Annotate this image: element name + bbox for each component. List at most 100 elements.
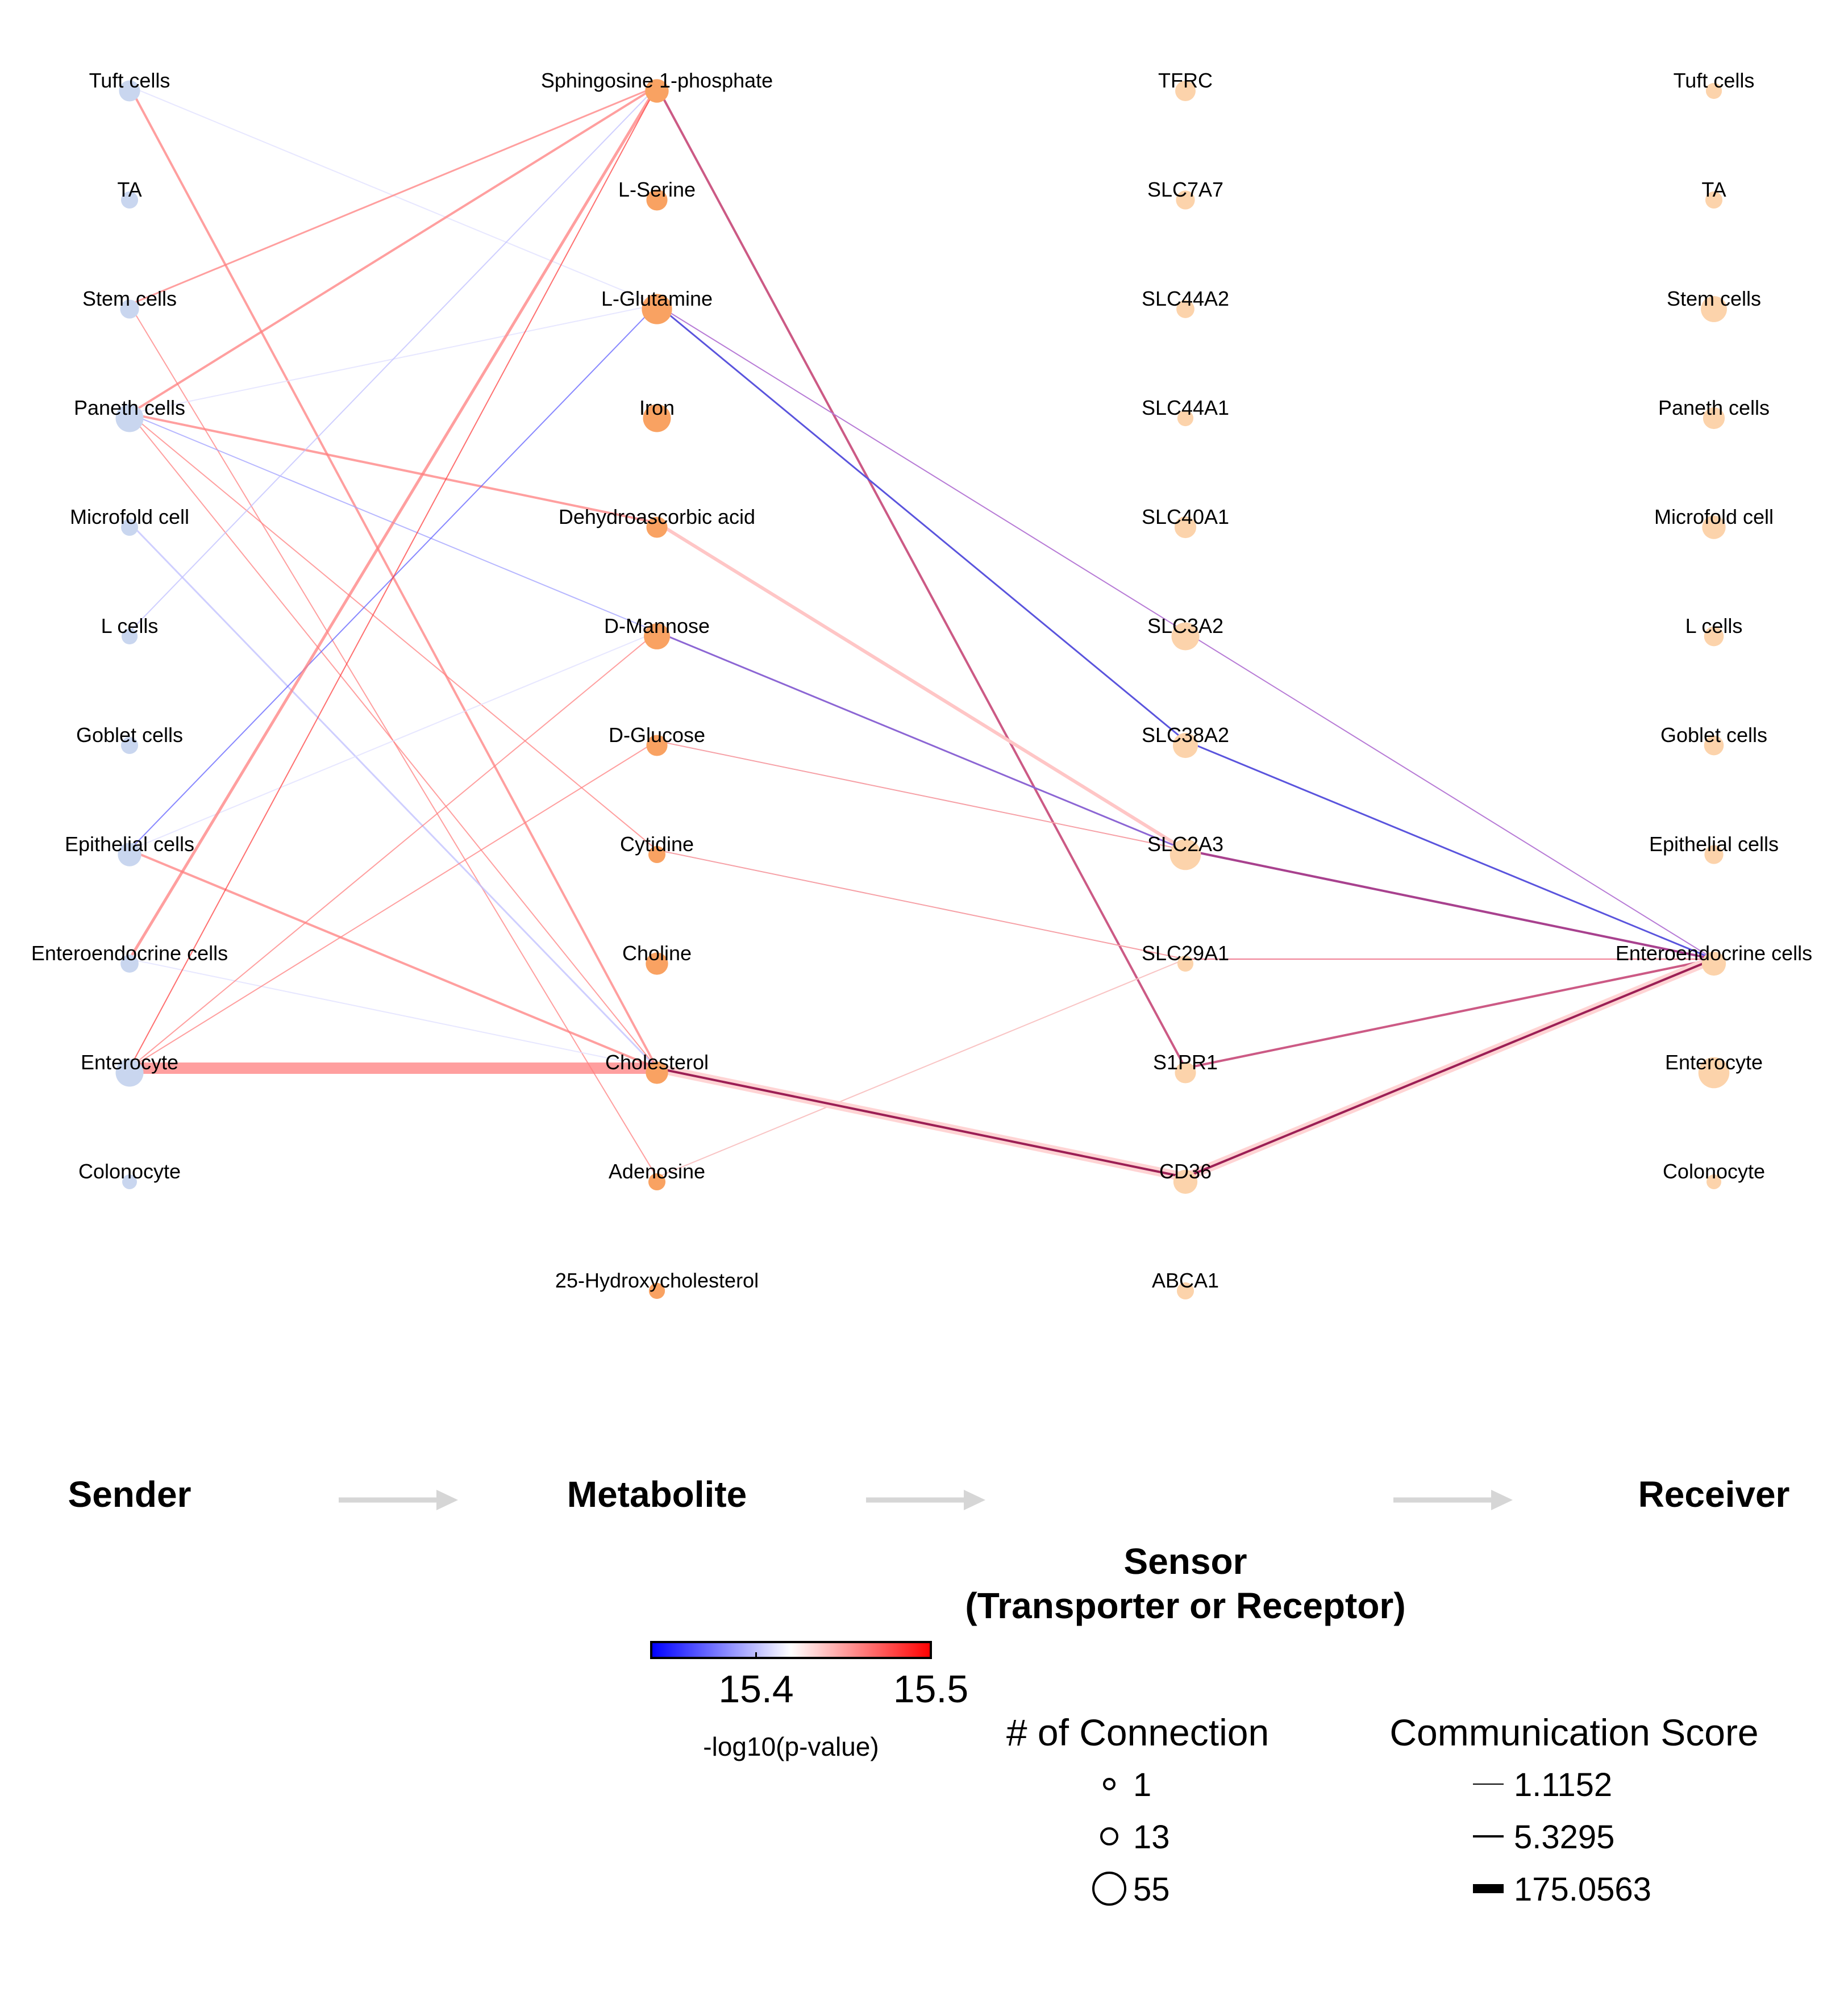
sensor-label-tfrc: TFRC: [1158, 69, 1213, 92]
link-enteroendocrine-cells-to-sphingosine-1-phosphate: [128, 85, 659, 961]
receiver-node-enteroendocrine-cells: [1701, 951, 1726, 976]
nodes-layer: [115, 79, 1730, 1300]
receiver-node-stem-cells: [1701, 296, 1727, 322]
metabolite-label-d-glucose: D-Glucose: [609, 723, 705, 747]
arrow-sender-to-metabolite: [339, 1490, 458, 1510]
sender-node-stem-cells: [120, 299, 139, 319]
receiver-label-enterocyte: Enterocyte: [1665, 1051, 1763, 1074]
receiver-label-ta: TA: [1701, 178, 1726, 201]
sensor-label-s1pr1: S1PR1: [1153, 1051, 1218, 1074]
metabolite-node-d-mannose: [644, 623, 670, 649]
score-legend-label: 5.3295: [1514, 1819, 1614, 1856]
metabolite-label-25-hydroxycholesterol: 25-Hydroxycholesterol: [555, 1269, 759, 1292]
receiver-node-epithelial-cells: [1704, 845, 1724, 864]
link-adenosine-to-slc29a1: [656, 959, 1186, 1178]
link-d-glucose-to-slc2a3: [656, 740, 1186, 851]
communication-score-legend: Communication Score 1.1152 5.3295 175.0563: [1389, 1711, 1758, 1908]
receiver-label-microfold-cell: Microfold cell: [1654, 505, 1774, 528]
arrow-metabolite-to-sensor: [866, 1490, 985, 1510]
metabolite-label-cytidine: Cytidine: [620, 832, 694, 856]
link-stem-cells-to-sphingosine-1-phosphate: [128, 85, 658, 306]
sender-label-epithelial-cells: Epithelial cells: [65, 832, 194, 856]
link-slc38a2-to-receiver-enteroendocrine-cells: [1184, 740, 1715, 960]
metabolite-node-sphingosine-1-phosphate: [645, 79, 669, 103]
sensor-label-slc2a3: SLC2A3: [1147, 832, 1223, 856]
metabolite-label-dehydroascorbic-acid: Dehydroascorbic acid: [559, 505, 755, 528]
metabolite-node-cholesterol: [646, 1061, 668, 1084]
sender-column-title: Sender: [68, 1474, 192, 1515]
metabolite-node-l-glutamine: [642, 294, 672, 324]
receiver-label-stem-cells: Stem cells: [1667, 287, 1761, 310]
sender-label-goblet-cells: Goblet cells: [76, 723, 183, 747]
link-dehydroascorbic-acid-to-slc2a3: [655, 521, 1187, 852]
connection-legend-label: 55: [1133, 1871, 1170, 1908]
receiver-label-colonocyte: Colonocyte: [1663, 1160, 1765, 1183]
receiver-label-tuft-cells: Tuft cells: [1674, 69, 1755, 92]
metabolite-node-dehydroascorbic-acid: [646, 516, 668, 538]
metabolite-node-d-glucose: [646, 735, 668, 756]
connection-legend-label: 1: [1133, 1766, 1151, 1803]
link-paneth-cells-to-dehydroascorbic-acid: [128, 413, 658, 524]
colorbar-label: -log10(p-value): [703, 1732, 879, 1761]
link-enterocyte-to-sphingosine-1-phosphate: [129, 86, 657, 1069]
link-enteroendocrine-cells-to-cholesterol: [129, 959, 657, 1069]
sender-label-tuft-cells: Tuft cells: [89, 69, 170, 92]
sensor-node-tfrc: [1175, 81, 1196, 101]
link-slc3a2-to-receiver-enteroendocrine-cells: [1185, 631, 1714, 960]
metabolite-label-iron: Iron: [639, 396, 675, 419]
column-titles: Sender Metabolite Sensor (Transporter or…: [68, 1474, 1790, 1626]
connection-legend-title: # of Connection: [1006, 1711, 1269, 1753]
receiver-node-enterocyte: [1698, 1057, 1730, 1089]
link-s1pr1-to-receiver-enteroendocrine-cells: [1184, 958, 1715, 1069]
sensor-column-title-line2: (Transporter or Receptor): [965, 1585, 1405, 1626]
colorbar-gradient: [650, 1641, 932, 1659]
links-layer: [124, 85, 1718, 1182]
link-epithelial-cells-to-cholesterol: [128, 849, 658, 1069]
receiver-label-paneth-cells: Paneth cells: [1658, 396, 1770, 419]
sender-node-goblet-cells: [120, 736, 139, 755]
sender-label-paneth-cells: Paneth cells: [74, 396, 185, 419]
sender-node-paneth-cells: [115, 404, 144, 432]
colorbar-tick-label: 15.5: [893, 1668, 968, 1711]
receiver-node-colonocyte: [1707, 1174, 1721, 1189]
arrow-sensor-to-receiver: [1393, 1490, 1513, 1510]
sensor-node-s1pr1: [1175, 1062, 1196, 1084]
link-cd36-to-receiver-enteroendocrine-cells: [1184, 958, 1715, 1178]
sender-node-l-cells: [121, 628, 138, 645]
flow-arrows: [339, 1490, 1513, 1510]
metabolite-label-sphingosine-1-phosphate: Sphingosine 1-phosphate: [541, 69, 773, 92]
sender-label-stem-cells: Stem cells: [82, 287, 177, 310]
sender-label-microfold-cell: Microfold cell: [70, 505, 189, 528]
link-d-mannose-to-slc2a3: [656, 631, 1187, 851]
link-cholesterol-to-cd36: [656, 1067, 1187, 1178]
labels-layer: Tuft cells TA Stem cells Paneth cells Microf…: [31, 69, 1812, 1292]
link-epithelial-cells-to-d-mannose: [129, 631, 657, 851]
metabolite-node-choline: [646, 952, 668, 975]
metabolite-node-25-hydroxycholesterol: [648, 1282, 665, 1299]
receiver-column-title: Receiver: [1638, 1474, 1790, 1515]
sensor-node-slc40a1: [1174, 516, 1197, 539]
score-legend-title: Communication Score: [1389, 1711, 1758, 1753]
sender-node-tuft-cells: [119, 80, 140, 102]
receiver-node-microfold-cell: [1702, 515, 1726, 539]
sender-label-enteroendocrine-cells: Enteroendocrine cells: [31, 941, 228, 965]
connection-legend-circle: [1100, 1827, 1118, 1845]
sender-node-microfold-cell: [120, 518, 139, 536]
receiver-label-enteroendocrine-cells: Enteroendocrine cells: [1616, 941, 1812, 965]
sender-node-colonocyte: [122, 1174, 137, 1189]
metabolite-node-cytidine: [648, 845, 666, 864]
metabolite-node-iron: [643, 404, 671, 432]
link-l-cells-to-sphingosine-1-phosphate: [129, 86, 657, 632]
colorbar-ticks: 15.4 15.5: [718, 1652, 968, 1711]
sensor-node-abca1: [1176, 1282, 1194, 1300]
metabolite-label-choline: Choline: [622, 941, 692, 965]
link-enterocyte-to-d-glucose: [129, 740, 657, 1069]
receiver-label-l-cells: L cells: [1685, 614, 1743, 638]
sensor-label-slc29a1: SLC29A1: [1142, 941, 1229, 965]
connection-size-legend: # of Connection 1 13 55: [1006, 1711, 1269, 1908]
score-legend-label: 175.0563: [1514, 1871, 1651, 1908]
sender-node-enteroendocrine-cells: [120, 955, 139, 973]
sensor-label-slc38a2: SLC38A2: [1142, 723, 1229, 747]
sensor-label-slc44a1: SLC44A1: [1142, 396, 1229, 419]
